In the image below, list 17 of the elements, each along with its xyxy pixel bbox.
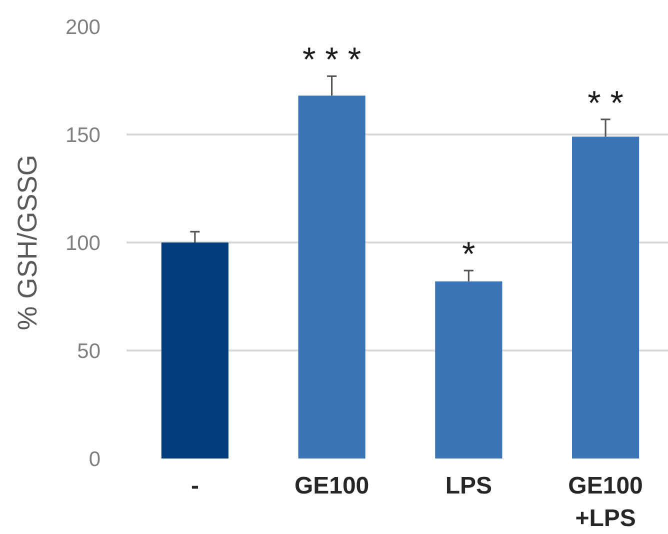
y-tick-label: 100	[65, 232, 101, 255]
bar	[572, 136, 640, 458]
x-tick-label: LPS	[445, 472, 492, 500]
bar	[298, 96, 366, 458]
x-tick-label: GE100	[294, 472, 370, 500]
x-tick-label: -	[190, 472, 199, 500]
annotation: * *	[588, 84, 624, 122]
y-tick-label: 50	[77, 340, 100, 363]
y-tick-label: 0	[88, 448, 101, 471]
x-tick-label: GE100 +LPS	[568, 472, 643, 532]
bar	[435, 281, 502, 458]
annotation: *	[462, 236, 476, 274]
y-tick-label: 200	[65, 16, 101, 39]
annotation: * * *	[302, 41, 362, 80]
y-tick-label: 150	[65, 124, 101, 147]
y-axis-title: % GSH/GSSG	[12, 154, 42, 330]
bar	[161, 242, 228, 458]
